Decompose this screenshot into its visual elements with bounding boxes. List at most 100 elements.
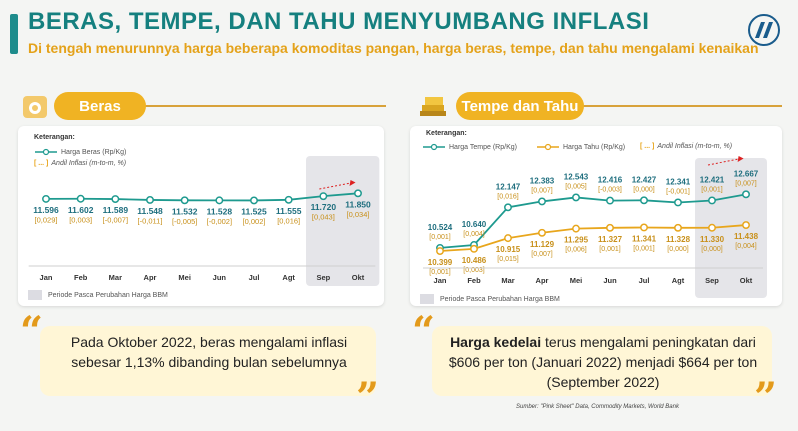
x-tick-label: Okt: [740, 276, 753, 285]
data-label: 11.327: [598, 235, 623, 244]
inflation-label: [0,001]: [599, 246, 620, 253]
inflation-label: [0,015]: [497, 256, 518, 263]
beras-legend-series: Harga Beras (Rp/Kg): [34, 148, 126, 156]
inflation-label: [0,029]: [35, 215, 58, 224]
inflation-label: [0,007]: [531, 251, 552, 258]
open-quote-icon: “: [20, 308, 44, 355]
beras-chart-panel: Keterangan: Harga Beras (Rp/Kg) [ ... ] …: [18, 126, 384, 306]
tempe-header-line: [460, 105, 782, 107]
title-accent-bar: [10, 14, 18, 54]
data-point: [572, 224, 580, 233]
trend-arrow: [319, 182, 351, 190]
x-tick-label: Okt: [352, 273, 365, 282]
inflation-label: [0,000]: [667, 246, 688, 253]
data-label: 11.720: [311, 202, 337, 212]
x-tick-label: Mar: [501, 276, 514, 285]
inflation-label: [-0,007]: [103, 216, 128, 225]
data-point: [180, 196, 189, 205]
data-point: [606, 196, 614, 205]
data-point: [146, 195, 154, 204]
inflation-label: [0,001]: [701, 186, 722, 193]
tempe-heading: Tempe dan Tahu: [456, 92, 584, 120]
inflation-label: [-0,001]: [666, 188, 690, 195]
data-point: [708, 223, 716, 232]
source-note: Sumber: "Pink Sheet" Data, Commodity Mar…: [516, 404, 679, 410]
shaded-period-swatch: [28, 290, 42, 300]
data-label: 11.295: [564, 236, 589, 245]
x-tick-label: Jun: [213, 273, 227, 282]
inflation-label: [0,001]: [429, 269, 450, 276]
data-point: [42, 194, 50, 203]
tempe-legend-series: Harga Tempe (Rp/Kg): [422, 143, 517, 151]
trend-arrow: [707, 158, 739, 166]
inflation-label: [-0,003]: [598, 187, 622, 194]
series-line-1: [439, 224, 747, 252]
data-label: 11.330: [700, 235, 725, 244]
beras-legend-inflation: [ ... ] Andil Inflasi (m-to-m, %): [34, 160, 126, 167]
data-label: 12.383: [530, 176, 555, 185]
inflation-label: [0,016]: [497, 193, 518, 200]
data-label: 12.543: [564, 172, 589, 181]
tempe-blocks-icon: [420, 97, 446, 116]
beras-legend-inflation-label: Andil Inflasi (m-to-m, %): [51, 160, 127, 167]
tempe-legend-series-label: Harga Tempe (Rp/Kg): [449, 143, 517, 151]
tempe-legend-title: Keterangan:: [426, 130, 467, 137]
data-label: 10.524: [428, 223, 453, 232]
inflation-label: [-0,002]: [207, 217, 232, 226]
page-subtitle: Di tengah menurunnya harga beberapa komo…: [28, 40, 759, 56]
beras-line-chart: 11.596[0,029] 11.602[0,003] 11.589[-0,007]…: [28, 156, 380, 286]
data-label: 12.147: [496, 182, 521, 191]
trend-arrow-head: [349, 180, 356, 186]
data-point: [742, 221, 750, 230]
data-label: 11.596: [33, 205, 59, 215]
tempe-legend-inflation: [ ... ] Andil Inflasi (m-to-m, %): [640, 143, 732, 150]
data-point: [436, 247, 444, 255]
shaded-period-swatch: [420, 294, 434, 304]
data-point: [319, 192, 328, 201]
x-tick-label: Mar: [109, 273, 122, 282]
data-label: 10.486: [462, 256, 487, 265]
page-title: BERAS, TEMPE, DAN TAHU MENYUMBANG INFLAS…: [28, 8, 650, 35]
inflation-label: [0,016]: [277, 216, 300, 225]
data-point: [504, 234, 512, 243]
series-line-0: [439, 193, 747, 249]
data-label: 11.438: [734, 232, 759, 241]
tempe-quote-bold: Harga kedelai: [450, 334, 542, 350]
close-quote-icon: ”: [754, 374, 778, 421]
data-point: [504, 203, 512, 212]
data-point: [742, 190, 750, 199]
data-label: 11.532: [172, 206, 198, 216]
x-tick-label: Jan: [434, 276, 447, 285]
tempe-legend-bracket: [ ... ]: [640, 143, 655, 150]
data-point: [606, 223, 614, 232]
beras-legend-bracket: [ ... ]: [34, 160, 49, 167]
bi-logo-icon: [748, 14, 780, 46]
data-point: [284, 195, 293, 204]
trend-arrow-head: [737, 156, 744, 162]
data-label: 11.602: [68, 205, 94, 215]
inflation-label: [0,007]: [735, 180, 756, 187]
rice-sack-icon: [23, 96, 47, 118]
beras-footnote-label: Periode Pasca Perubahan Harga BBM: [48, 291, 168, 299]
data-label: 11.589: [103, 205, 129, 215]
beras-panel-header: Beras: [18, 92, 386, 120]
data-point: [538, 228, 546, 237]
teal-line-swatch-icon: [423, 143, 445, 151]
x-tick-label: Mei: [178, 273, 191, 282]
tempe-tahu-line-chart: 10.524 [0,001] 10.640 [0,004] 12.147 [0,016] 1…: [423, 156, 767, 298]
beras-header-line: [58, 105, 386, 107]
data-point: [111, 195, 120, 203]
inflation-label: [0,003]: [463, 267, 484, 274]
inflation-label: [0,004]: [735, 243, 756, 250]
data-point: [572, 193, 580, 202]
tempe-quote-box: Harga kedelai terus mengalami peningkata…: [432, 326, 772, 396]
inflation-label: [0,034]: [347, 210, 370, 219]
inflation-label: [0,000]: [633, 186, 654, 193]
close-quote-icon: ”: [356, 374, 380, 421]
data-point: [76, 194, 85, 203]
data-label: 11.525: [241, 206, 267, 216]
tempe-quote-text: Harga kedelai terus mengalami peningkata…: [446, 332, 760, 392]
data-label: 11.341: [632, 234, 657, 243]
x-tick-label: Sep: [705, 276, 719, 285]
